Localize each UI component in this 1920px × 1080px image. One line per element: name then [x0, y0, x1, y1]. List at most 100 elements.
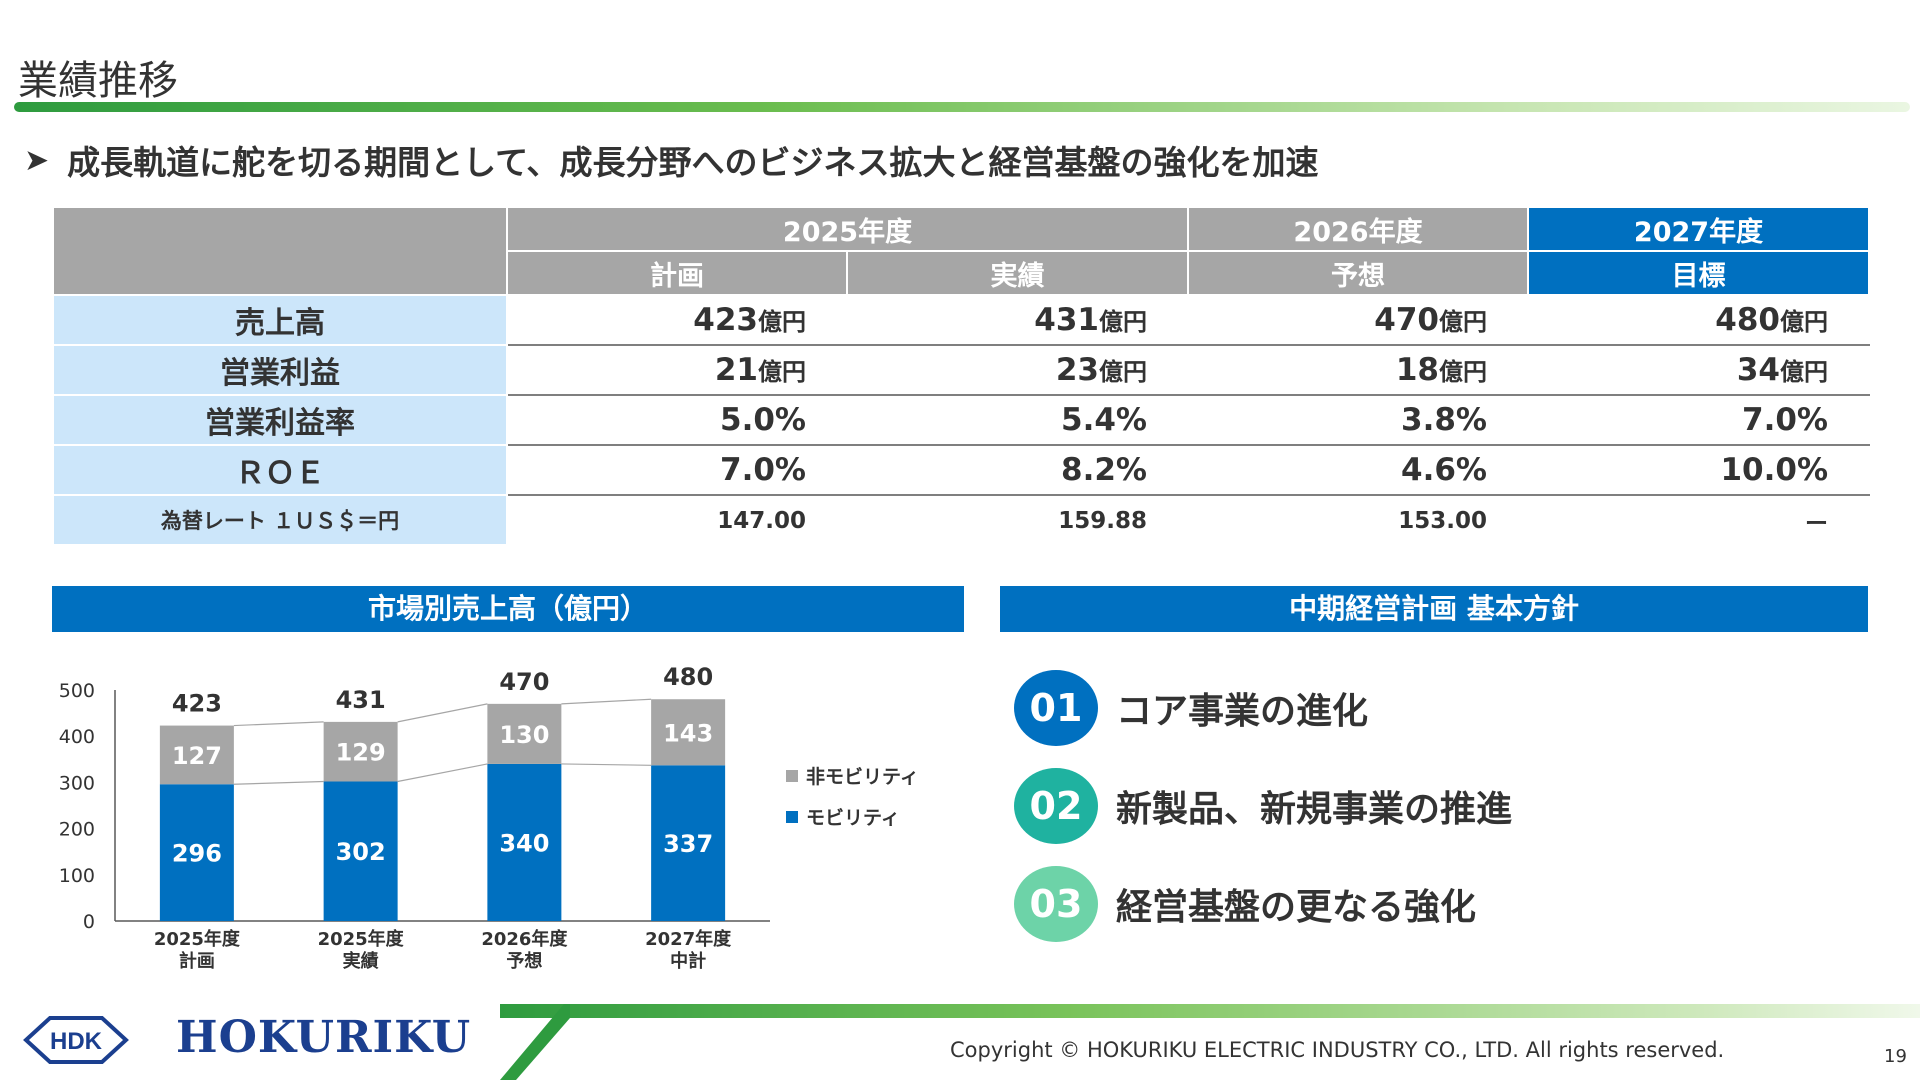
- row-label-roe: ＲＯＥ: [52, 444, 508, 496]
- x-category-label: 2026年度: [481, 928, 568, 950]
- title-underline: [14, 102, 1910, 112]
- table-cell: 18億円: [1187, 344, 1529, 396]
- arrow-marker-icon: ➤: [24, 142, 50, 178]
- legend-swatch-grey: [786, 769, 798, 782]
- bar-non-mobility: [323, 721, 398, 782]
- bar-non-mobility: [159, 725, 234, 785]
- subheader-actual: 実績: [846, 250, 1189, 296]
- bar-data-label: 143: [663, 719, 713, 747]
- year-header-2026: 2026年度: [1187, 206, 1529, 252]
- bar-total-label: 480: [663, 663, 713, 691]
- legend-label: モビリティ: [806, 807, 900, 829]
- table-cell: 147.00: [506, 494, 848, 545]
- bar-non-mobility: [487, 703, 562, 764]
- bar-total-label: 470: [499, 668, 549, 696]
- row-label-operating-margin: 営業利益率: [52, 394, 508, 446]
- policy-item-1: 01 コア事業の進化: [1014, 670, 1368, 746]
- legend-label: 非モビリティ: [806, 766, 919, 788]
- page-title: 業績推移: [18, 58, 178, 104]
- legend-mobility: モビリティ: [786, 803, 900, 830]
- year-header-2027: 2027年度: [1527, 206, 1870, 252]
- y-tick-label: 100: [59, 865, 95, 887]
- bar-total-label: 431: [336, 686, 386, 714]
- headline-text: 成長軌道に舵を切る期間として、成長分野へのビジネス拡大と経営基盤の強化を加速: [67, 143, 1319, 182]
- series-connector-line: [233, 780, 324, 785]
- table-cell: 23億円: [846, 344, 1189, 396]
- x-category-label: 2027年度: [645, 928, 732, 950]
- table-cell: 480億円: [1527, 294, 1870, 346]
- bar-data-label: 129: [336, 739, 386, 767]
- table-row: 営業利益 21億円 23億円 18億円 34億円: [52, 344, 1870, 396]
- table-cell: 423億円: [506, 294, 848, 346]
- table-cell: 8.2%: [846, 444, 1189, 496]
- bar-data-label: 340: [499, 829, 549, 857]
- table-cell: ー: [1527, 494, 1870, 545]
- table-cell: 431億円: [846, 294, 1189, 346]
- bar-total-label: 423: [172, 690, 222, 718]
- y-tick-label: 500: [59, 680, 95, 702]
- row-label-fx-rate: 為替レート １ＵＳ＄＝円: [52, 494, 508, 546]
- table-cell: 3.8%: [1187, 394, 1529, 446]
- market-sales-header: 市場別売上高（億円）: [52, 586, 964, 632]
- table-cell: 4.6%: [1187, 444, 1529, 496]
- footer-bar: [500, 1004, 1920, 1018]
- bar-data-label: 302: [336, 838, 386, 866]
- table-row: 為替レート １ＵＳ＄＝円 147.00 159.88 153.00 ー: [52, 494, 1870, 546]
- series-connector-line: [561, 763, 652, 766]
- bar-data-label: 130: [499, 721, 549, 749]
- table-cell: 7.0%: [506, 444, 848, 496]
- bar-data-label: 296: [172, 840, 222, 868]
- company-logo-text: HOKURIKU: [176, 1012, 472, 1063]
- x-category-label: 2025年度: [154, 928, 241, 950]
- x-category-label: 予想: [506, 950, 542, 972]
- bar-mobility: [323, 781, 398, 921]
- policy-item-2: 02 新製品、新規事業の推進: [1014, 768, 1512, 844]
- policy-item-3: 03 経営基盤の更なる強化: [1014, 866, 1476, 942]
- y-tick-label: 300: [59, 772, 95, 794]
- y-tick-label: 400: [59, 726, 95, 748]
- table-row: ＲＯＥ 7.0% 8.2% 4.6% 10.0%: [52, 444, 1870, 496]
- table-row: 営業利益率 5.0% 5.4% 3.8% 7.0%: [52, 394, 1870, 446]
- footer-slant-decoration: [500, 1004, 570, 1080]
- x-category-label: 実績: [343, 950, 379, 972]
- table-cell: 470億円: [1187, 294, 1529, 346]
- logo-mark-text: HDK: [50, 1028, 103, 1055]
- bar-mobility: [159, 784, 234, 921]
- x-category-label: 2025年度: [318, 928, 405, 950]
- copyright-text: Copyright © HOKURIKU ELECTRIC INDUSTRY C…: [950, 1038, 1725, 1062]
- table-cell: 34億円: [1527, 344, 1870, 396]
- bar-mobility: [651, 765, 726, 921]
- y-tick-label: 200: [59, 819, 95, 841]
- row-label-operating-profit: 営業利益: [52, 344, 508, 396]
- hdk-logo-icon: HDK: [23, 1016, 129, 1064]
- series-connector-line: [561, 698, 652, 705]
- bar-data-label: 127: [172, 742, 222, 770]
- table-row: 売上高 423億円 431億円 470億円 480億円: [52, 294, 1870, 346]
- x-category-label: 中計: [670, 950, 706, 972]
- year-header-2025: 2025年度: [506, 206, 1189, 252]
- legend-non-mobility: 非モビリティ: [786, 762, 919, 789]
- series-connector-line: [397, 763, 488, 783]
- policy-text: 新製品、新規事業の推進: [1116, 789, 1513, 830]
- policy-text: 経営基盤の更なる強化: [1116, 887, 1477, 928]
- y-tick-label: 0: [83, 911, 95, 933]
- row-label-sales: 売上高: [52, 294, 508, 346]
- series-connector-line: [397, 703, 488, 723]
- table-cell: 5.0%: [506, 394, 848, 446]
- subheader-target: 目標: [1527, 250, 1870, 296]
- headline: ➤ 成長軌道に舵を切る期間として、成長分野へのビジネス拡大と経営基盤の強化を加速: [24, 136, 1319, 184]
- bar-data-label: 337: [663, 830, 713, 858]
- policy-number-badge: 02: [1014, 768, 1098, 844]
- table-cell: 159.88: [846, 494, 1189, 545]
- legend-swatch-blue: [786, 810, 798, 823]
- x-category-label: 計画: [179, 950, 215, 972]
- performance-table: 2025年度 2026年度 2027年度 計画 実績 予想 目標 売上高 423…: [52, 206, 1870, 546]
- table-cell: 21億円: [506, 344, 848, 396]
- policy-number-badge: 01: [1014, 670, 1098, 746]
- table-corner: [52, 206, 508, 296]
- series-connector-line: [233, 721, 324, 727]
- subheader-plan: 計画: [506, 250, 848, 296]
- policy-header: 中期経営計画 基本方針: [1000, 586, 1868, 632]
- bar-non-mobility: [651, 699, 726, 766]
